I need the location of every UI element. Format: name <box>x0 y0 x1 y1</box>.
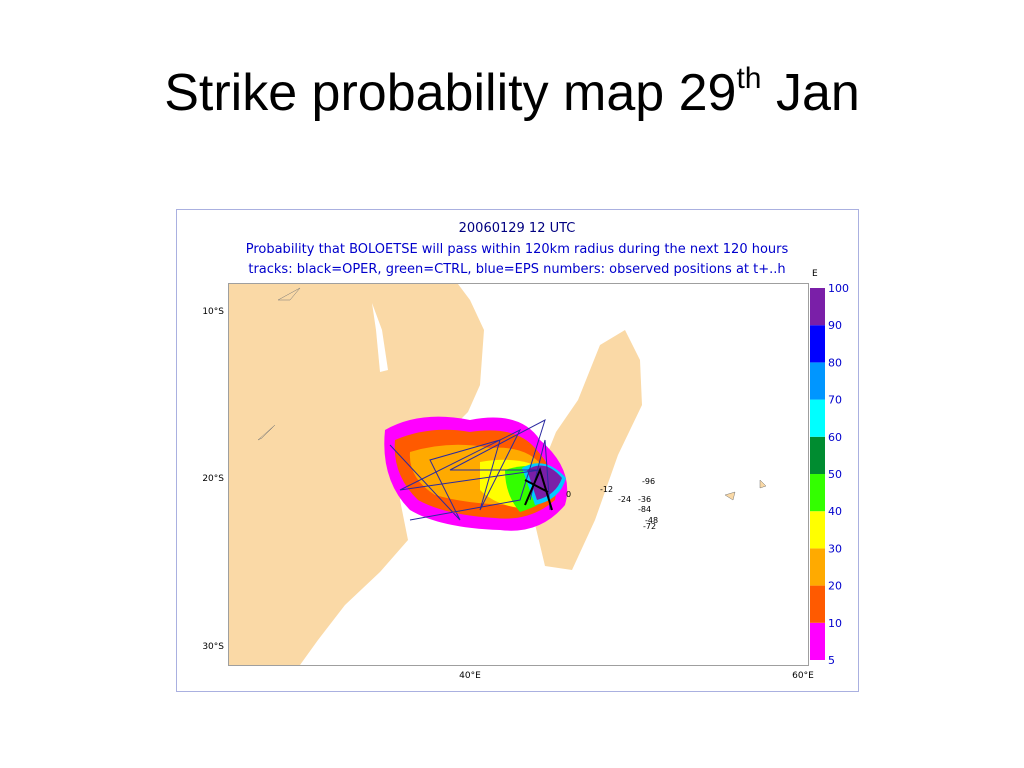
legend-label: 40 <box>828 505 842 518</box>
track-label: -96 <box>642 477 655 486</box>
legend-label: 50 <box>828 468 842 481</box>
legend-label: 20 <box>828 580 842 593</box>
title-superscript: th <box>736 62 762 95</box>
lat-label: 10°S <box>202 307 224 317</box>
legend-box <box>810 622 825 660</box>
track-label: -36 <box>638 495 651 504</box>
legend-box <box>810 325 825 363</box>
track-label: -84 <box>638 505 651 514</box>
legend-box <box>810 436 825 474</box>
legend-label: 90 <box>828 319 842 332</box>
map-header: tracks: black=OPER, green=CTRL, blue=EPS… <box>248 262 785 277</box>
legend-label: 70 <box>828 394 842 407</box>
map-header: 20060129 12 UTC <box>459 221 576 236</box>
lat-label: 20°S <box>202 474 224 484</box>
track-label: -72 <box>643 522 656 531</box>
lon-label: 60°E <box>792 671 814 681</box>
lake <box>372 303 388 372</box>
lon-label: 40°E <box>459 671 481 681</box>
legend-box <box>810 288 825 326</box>
legend-box <box>810 585 825 623</box>
lat-label: 30°S <box>202 642 224 652</box>
legend-label: 100 <box>828 282 849 295</box>
legend-box <box>810 362 825 400</box>
legend-label: 80 <box>828 356 842 369</box>
track-label: -48 <box>645 516 658 525</box>
title-suffix: Jan <box>775 64 860 122</box>
islands <box>257 287 767 501</box>
legend-label: 10 <box>828 617 842 630</box>
legend-box <box>810 548 825 586</box>
slide-title: Strike probability map 29th Jan <box>0 62 1024 123</box>
track-label: -12 <box>600 485 613 494</box>
legend-label: 30 <box>828 542 842 555</box>
madagascar <box>534 330 642 570</box>
map-header: Probability that BOLOETSE will pass with… <box>246 242 789 257</box>
title-text: Strike probability map 29 <box>164 64 737 122</box>
track-label: -24 <box>618 495 631 504</box>
africa <box>229 284 484 665</box>
legend-label: 60 <box>828 431 842 444</box>
legend-unit: E <box>812 269 818 279</box>
legend-box <box>810 474 825 512</box>
legend-box <box>810 399 825 437</box>
legend-label: 5 <box>828 654 835 667</box>
oper-track <box>524 467 553 511</box>
legend-box <box>810 511 825 549</box>
track-label: 0 <box>566 490 571 499</box>
